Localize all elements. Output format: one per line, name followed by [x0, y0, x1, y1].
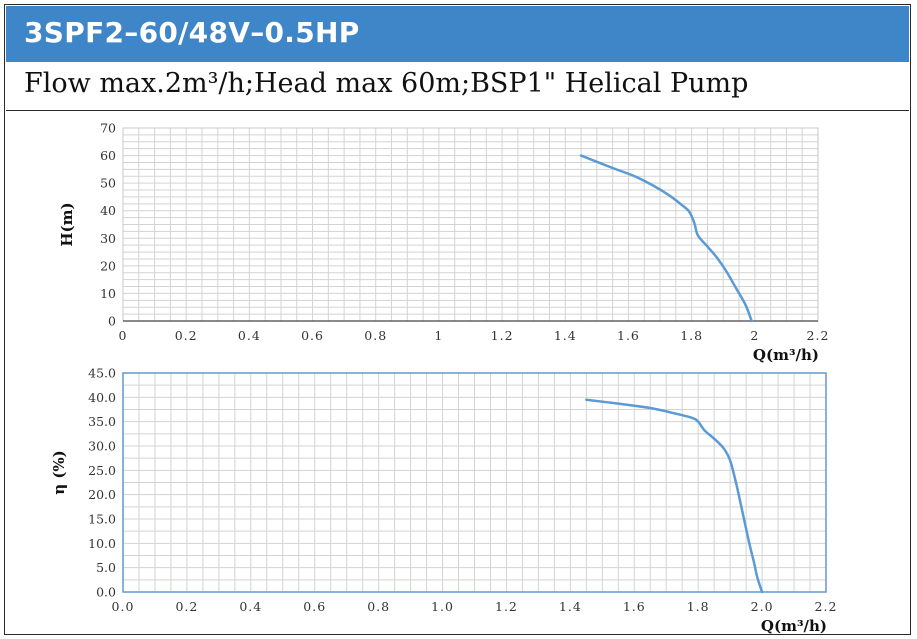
y-axis-title: η (%) [50, 450, 68, 495]
pump-spec-subtitle: Flow max.2m³/h;Head max 60m;BSP1" Helica… [24, 68, 749, 99]
y-tick-label: 5.0 [96, 560, 116, 575]
x-tick-label: 0.6 [303, 599, 326, 614]
x-tick-label: 1.6 [617, 328, 640, 343]
y-tick-label: 30.0 [88, 439, 116, 454]
plot-area-border [122, 372, 827, 593]
efficiency-flow-chart: 0.0 5.0 10.0 15.0 20.0 25.0 30.0 35.0 40.0 45.0 0.… [50, 366, 838, 636]
x-axis-title: Q(m³/h) [761, 617, 827, 635]
y-tick-label: 20.0 [88, 487, 116, 502]
y-tick-label: 30 [100, 231, 116, 246]
subtitle-row: Flow max.2m³/h;Head max 60m;BSP1" Helica… [6, 62, 909, 111]
x-tick-label: 0.0 [112, 599, 135, 614]
x-tick-label: 0.2 [175, 328, 198, 343]
x-tick-label: 1.6 [623, 599, 646, 614]
header-bar: 3SPF2–60/48V–0.5HP [6, 6, 909, 63]
x-tick-label: 2.0 [751, 599, 774, 614]
x-tick-label: 1.8 [687, 599, 710, 614]
y-tick-label: 10 [100, 286, 116, 301]
x-tick-label: 1.0 [431, 599, 454, 614]
y-tick-label: 70 [100, 121, 116, 136]
x-tick-label: 1.2 [491, 328, 514, 343]
x-tick-label: 0.8 [364, 328, 387, 343]
model-title: 3SPF2–60/48V–0.5HP [24, 16, 360, 49]
x-tick-label: 0.6 [301, 328, 324, 343]
x-tick-label: 2 [750, 328, 759, 343]
x-tick-label: 1 [434, 328, 443, 343]
x-tick-label: 0 [119, 328, 128, 343]
y-tick-label: 40 [100, 203, 116, 218]
y-tick-label: 0.0 [96, 585, 116, 600]
y-axis-title: H(m) [58, 202, 76, 246]
y-tick-label: 25.0 [88, 463, 116, 478]
y-tick-label: 20 [100, 258, 116, 273]
y-tick-label: 10.0 [88, 536, 116, 551]
x-tick-label: 0.2 [175, 599, 198, 614]
series-line [579, 154, 753, 323]
x-tick-label: 0.4 [238, 328, 261, 343]
x-tick-label: 0.4 [239, 599, 262, 614]
x-tick-label: 1.4 [559, 599, 582, 614]
y-tick-label: 50 [100, 176, 116, 191]
y-tick-label: 40.0 [88, 390, 116, 405]
x-tick-label: 1.8 [680, 328, 703, 343]
y-tick-label: 60 [100, 148, 116, 163]
x-tick-label: 2.2 [815, 599, 838, 614]
y-tick-label: 45.0 [88, 366, 116, 381]
head-flow-chart: 0 10 20 30 40 50 60 70 0 0.2 0.4 0.6 0.8 1 1.2 1.4 1.6 1.… [58, 121, 830, 365]
x-tick-label: 1.2 [495, 599, 518, 614]
series-line [585, 398, 764, 594]
x-tick-label: 2.2 [807, 328, 830, 343]
x-axis-title: Q(m³/h) [753, 346, 819, 364]
y-tick-label: 35.0 [88, 414, 116, 429]
x-tick-label: 0.8 [367, 599, 390, 614]
y-tick-label: 15.0 [88, 512, 116, 527]
x-tick-label: 1.4 [554, 328, 577, 343]
y-tick-label: 0 [108, 314, 116, 329]
